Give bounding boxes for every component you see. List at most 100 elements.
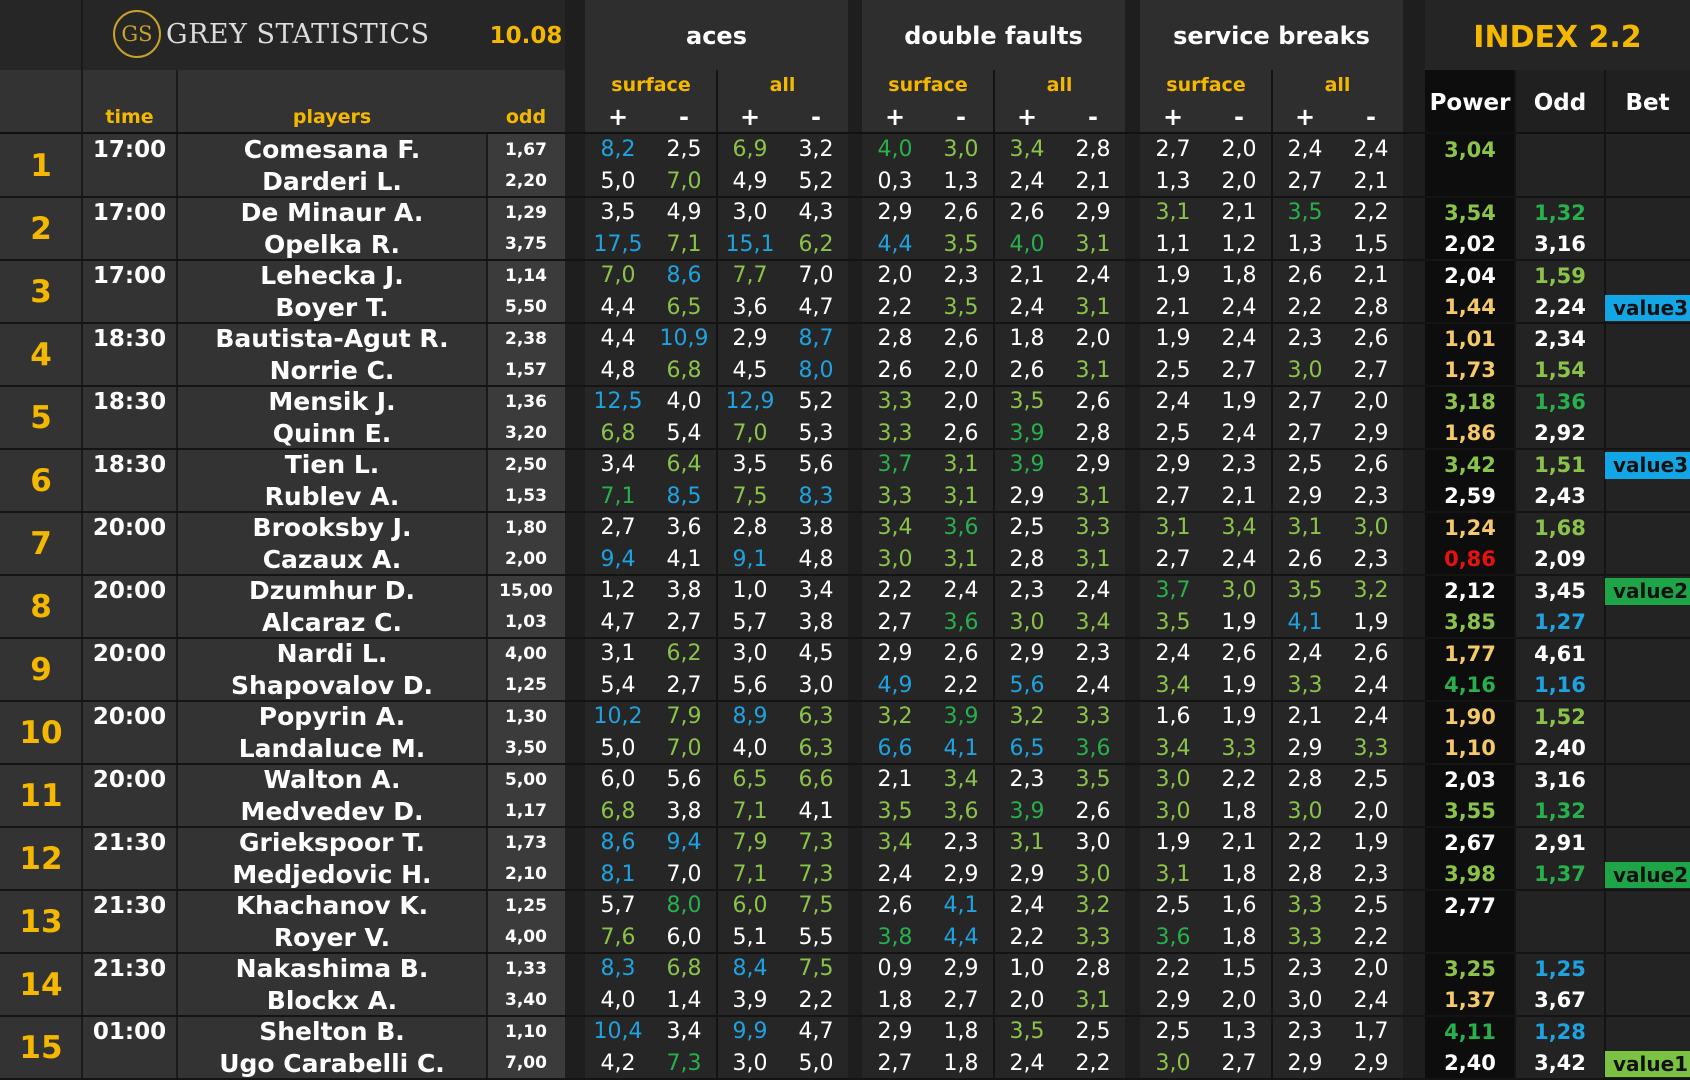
stat-value: 1,5 — [1221, 956, 1257, 982]
stat-value: 3,4 — [877, 830, 913, 856]
stat-value: 2,6 — [1075, 798, 1111, 824]
match-number: 2 — [30, 210, 52, 247]
stat-value: 10,4 — [593, 1019, 643, 1045]
player-name: Shelton B. — [259, 1017, 405, 1047]
stat-value: 5,3 — [798, 420, 834, 446]
stat-value: 1,3 — [1221, 1019, 1257, 1045]
player-name: Cazaux A. — [262, 544, 402, 574]
minus-label: - — [1088, 103, 1098, 131]
match-time: 20:00 — [92, 640, 167, 667]
stat-value: 3,7 — [877, 452, 913, 478]
stat-value: 2,0 — [1353, 956, 1389, 982]
stat-value: 6,0 — [600, 767, 636, 793]
stat-value: 2,6 — [943, 420, 979, 446]
stat-value: 2,5 — [1155, 420, 1191, 446]
stat-value: 2,1 — [1221, 830, 1257, 856]
power-value: 4,16 — [1444, 673, 1496, 698]
player-name: Nardi L. — [276, 639, 388, 669]
player-name: Alcaraz C. — [262, 607, 402, 637]
power-value: 4,11 — [1444, 1019, 1496, 1044]
column-header-power: Power — [1429, 90, 1511, 116]
rownum-column-bg — [0, 134, 82, 1080]
power-value: 3,55 — [1444, 799, 1496, 824]
stat-group-title: service breaks — [1173, 22, 1370, 50]
stat-value: 2,3 — [1075, 641, 1111, 667]
stat-value: 3,4 — [666, 1019, 702, 1045]
stat-value: 8,0 — [798, 357, 834, 383]
stat-value: 3,0 — [1353, 515, 1389, 541]
stat-value: 6,8 — [600, 798, 636, 824]
stat-value: 15,1 — [725, 231, 775, 257]
stat-value: 2,6 — [1353, 326, 1389, 352]
stat-value: 2,8 — [1075, 956, 1111, 982]
stat-value: 5,0 — [600, 735, 636, 761]
index-odd-value: 2,24 — [1534, 295, 1586, 320]
stat-value: 1,8 — [943, 1050, 979, 1076]
stat-value: 2,6 — [1221, 641, 1257, 667]
stat-value: 2,7 — [943, 987, 979, 1013]
match-time: 18:30 — [92, 451, 167, 478]
stat-value: 0,9 — [877, 956, 913, 982]
stat-value: 2,0 — [1009, 987, 1045, 1013]
player-odd: 1,03 — [505, 612, 547, 633]
power-value: 3,85 — [1444, 610, 1496, 635]
stat-value: 8,3 — [798, 483, 834, 509]
stat-value: 8,2 — [600, 137, 636, 163]
stat-value: 5,4 — [600, 672, 636, 698]
index-title: INDEX 2.2 — [1473, 19, 1642, 55]
power-value: 1,90 — [1444, 704, 1496, 729]
stat-value: 2,9 — [732, 326, 768, 352]
power-value: 1,01 — [1444, 326, 1496, 351]
player-odd: 2,38 — [505, 328, 547, 349]
stat-value: 7,0 — [798, 263, 834, 289]
minus-label: - — [1234, 103, 1244, 131]
stat-value: 1,4 — [666, 987, 702, 1013]
stat-value: 2,4 — [1287, 641, 1323, 667]
stat-value: 1,8 — [943, 1019, 979, 1045]
stat-value: 7,1 — [732, 798, 768, 824]
player-odd: 1,17 — [505, 801, 547, 822]
stat-value: 1,9 — [1221, 672, 1257, 698]
stat-value: 3,1 — [1155, 515, 1191, 541]
match-number: 11 — [19, 777, 63, 814]
stat-value: 8,1 — [600, 861, 636, 887]
stat-value: 3,0 — [1009, 609, 1045, 635]
match-time: 20:00 — [92, 577, 167, 604]
bet-badge: value3 — [1605, 452, 1690, 479]
stat-value: 3,2 — [1353, 578, 1389, 604]
stat-value: 3,3 — [1221, 735, 1257, 761]
stat-value: 3,0 — [1155, 767, 1191, 793]
stat-value: 3,6 — [943, 609, 979, 635]
stat-value: 7,5 — [798, 893, 834, 919]
stat-value: 2,3 — [943, 830, 979, 856]
stat-value: 4,9 — [732, 168, 768, 194]
stat-value: 4,7 — [798, 1019, 834, 1045]
stat-value: 2,6 — [1009, 200, 1045, 226]
index-odd-value: 2,43 — [1534, 484, 1586, 509]
stat-value: 8,6 — [666, 263, 702, 289]
stat-value: 3,6 — [1075, 735, 1111, 761]
stat-value: 2,2 — [1287, 830, 1323, 856]
stat-value: 1,9 — [1221, 704, 1257, 730]
stat-value: 1,9 — [1155, 263, 1191, 289]
bet-badge: value2 — [1605, 861, 1690, 888]
player-name: Khachanov K. — [235, 891, 429, 921]
plus-label: + — [884, 103, 906, 131]
player-odd: 4,00 — [505, 643, 547, 664]
stat-value: 7,0 — [732, 420, 768, 446]
player-odd: 1,14 — [505, 265, 547, 286]
stat-value: 3,3 — [1287, 893, 1323, 919]
stat-value: 2,1 — [1353, 168, 1389, 194]
stat-value: 3,4 — [1075, 609, 1111, 635]
stat-value: 2,0 — [1221, 168, 1257, 194]
stat-value: 2,9 — [877, 200, 913, 226]
stat-value: 2,4 — [1353, 137, 1389, 163]
player-name: Lehecka J. — [260, 261, 404, 291]
match-time: 01:00 — [92, 1018, 167, 1045]
power-value: 3,25 — [1444, 956, 1496, 981]
stat-value: 2,2 — [1353, 200, 1389, 226]
stat-value: 2,8 — [1287, 767, 1323, 793]
power-value: 1,73 — [1444, 358, 1496, 383]
stat-value: 7,9 — [732, 830, 768, 856]
stat-value: 8,7 — [798, 326, 834, 352]
